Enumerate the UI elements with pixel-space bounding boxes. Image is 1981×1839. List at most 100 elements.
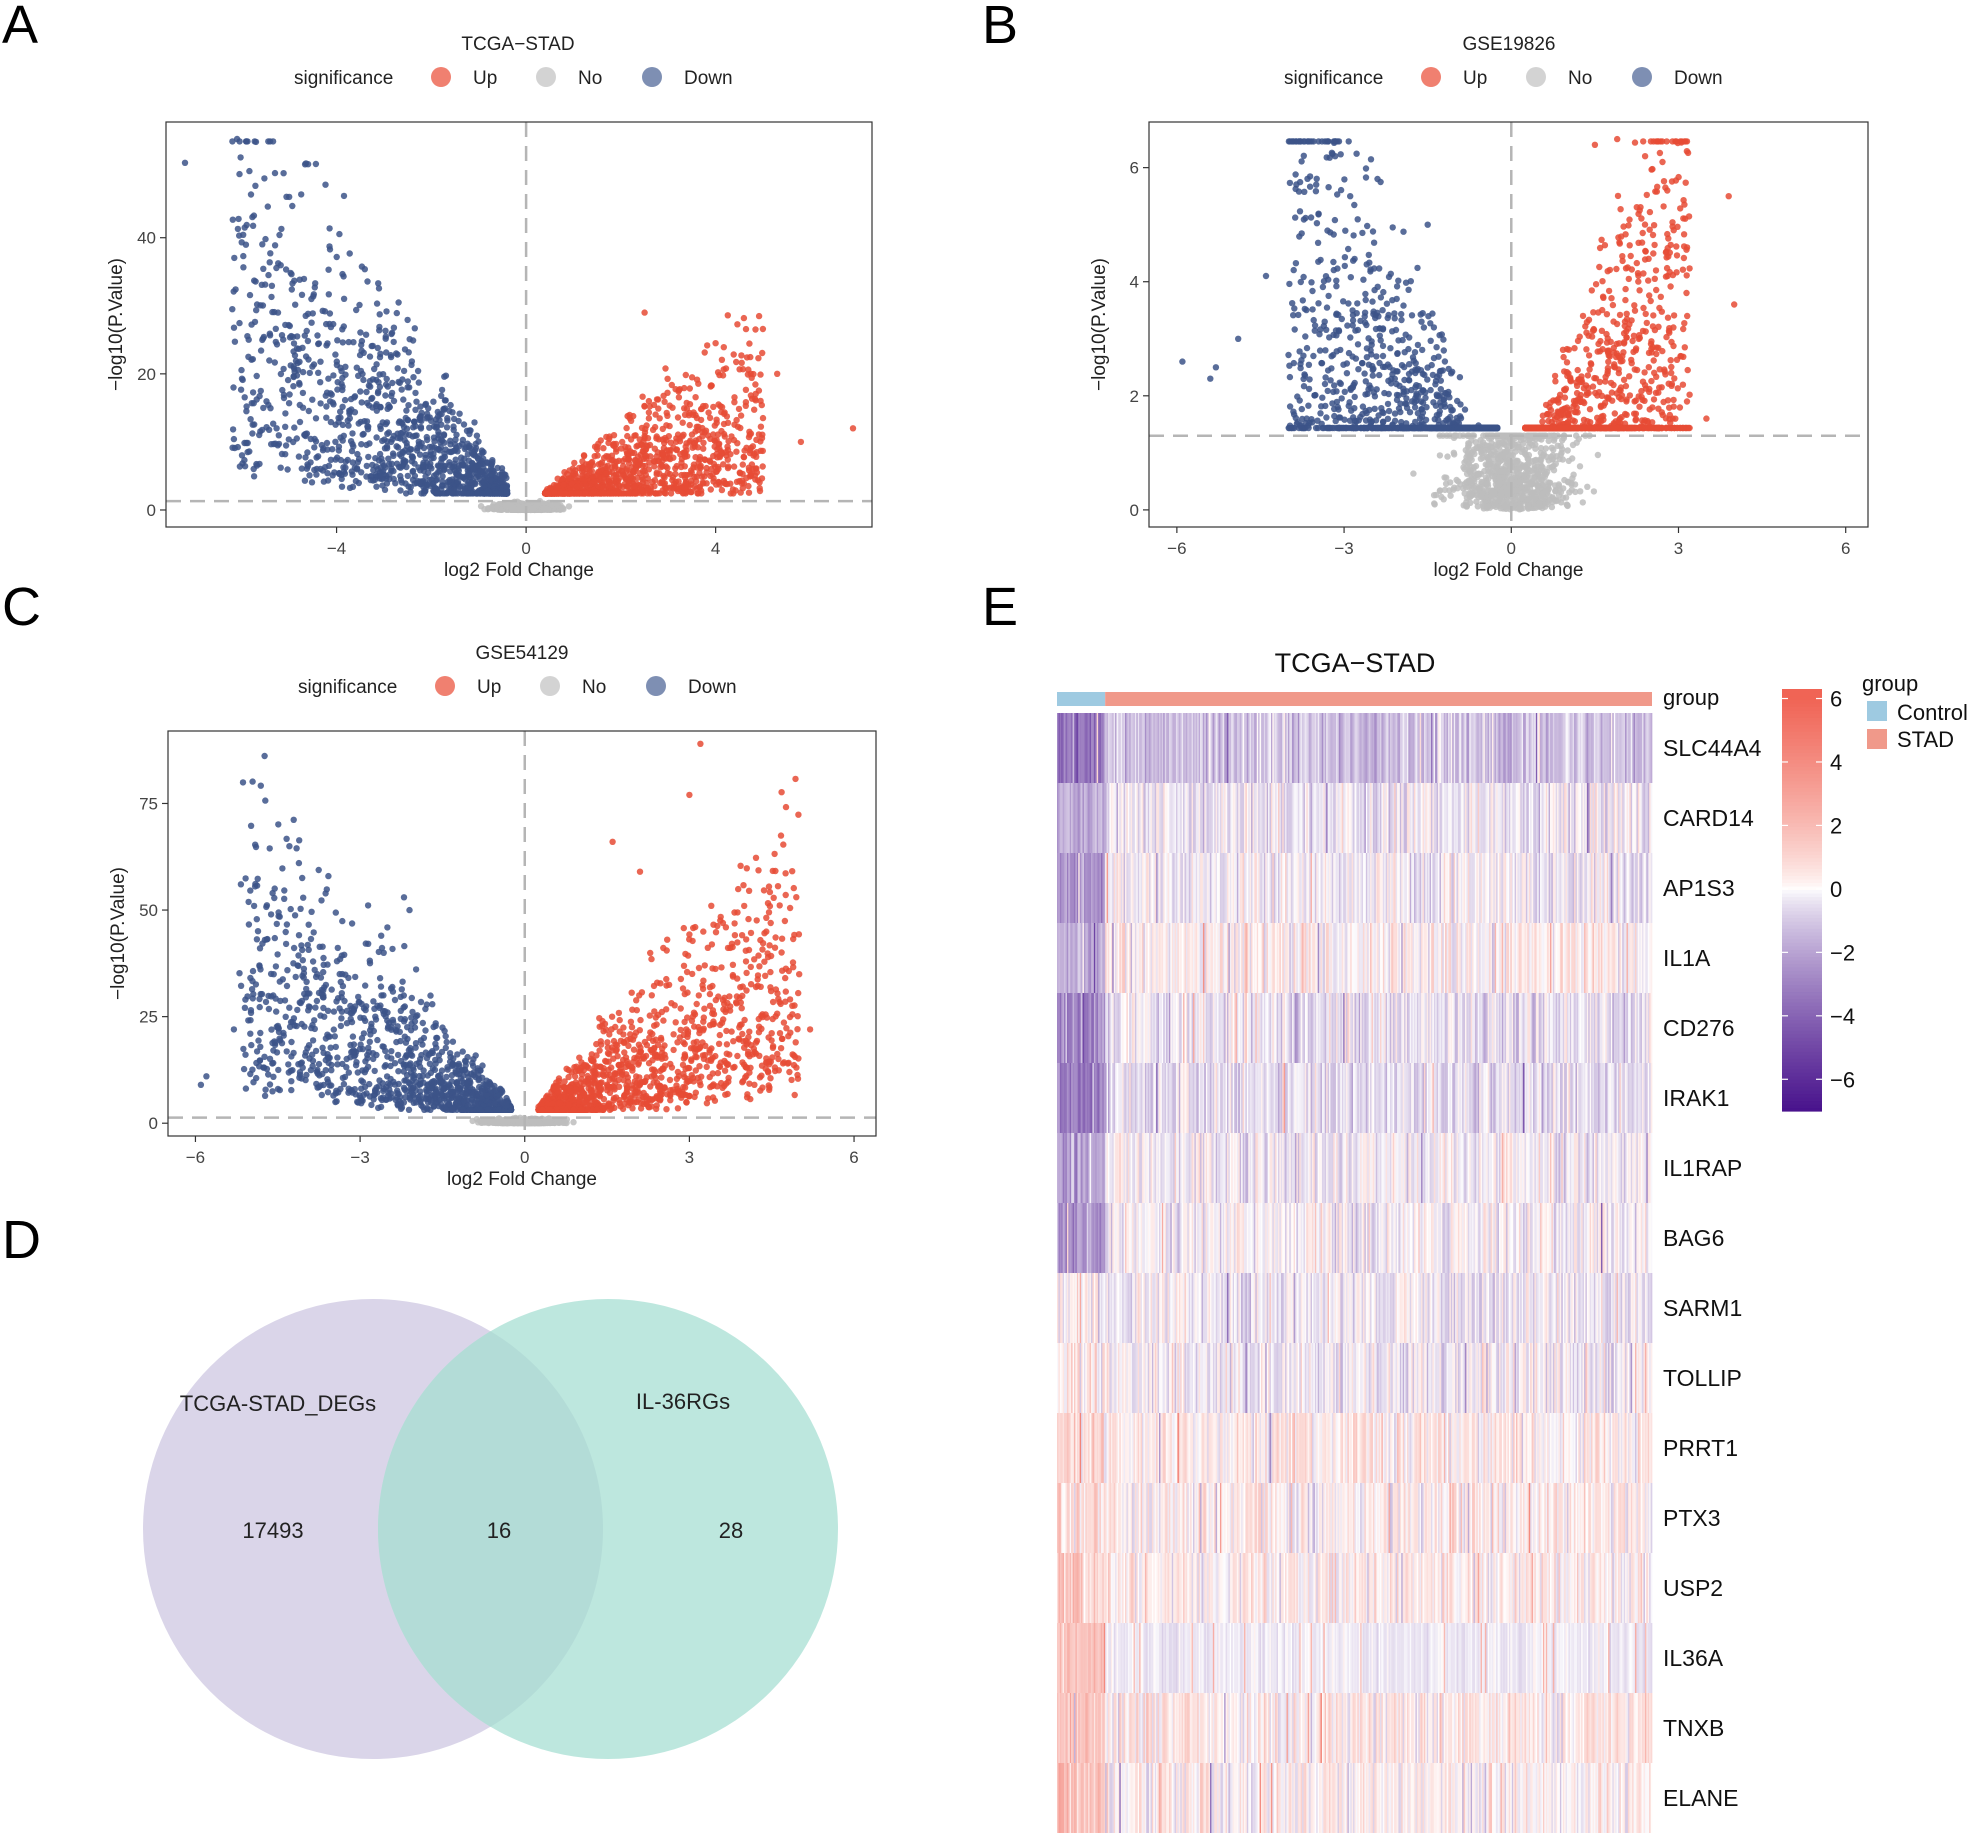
chart-a-point-down (250, 473, 258, 480)
chart-a-point-up (593, 471, 600, 479)
chart-a-point-up (600, 490, 607, 497)
chart-b-point-down (1354, 341, 1362, 348)
chart-b-point-down (1351, 393, 1358, 401)
chart-b-point-no (1523, 461, 1531, 468)
chart-b-point-no (1501, 502, 1509, 510)
chart-a-point-down (466, 442, 473, 449)
chart-a-point-up (712, 340, 719, 347)
chart-a-point-up (757, 423, 765, 430)
chart-a-point-down (317, 400, 324, 407)
chart-a-point-down (449, 409, 456, 416)
chart-b-point-no (1459, 485, 1467, 492)
chart-a-point-up (656, 415, 663, 422)
chart-b-point-down (1371, 405, 1378, 412)
chart-a-point-down (271, 308, 278, 316)
chart-a-point-down (349, 483, 357, 490)
chart-b-point-no (1548, 444, 1556, 451)
chart-a-point-up (758, 401, 765, 409)
chart-a-legend-label-down: Down (684, 68, 733, 89)
chart-a-point-up (688, 374, 696, 381)
chart-a-point-no (518, 505, 525, 512)
chart-a-point-up (638, 486, 645, 494)
chart-b-point-no (1479, 439, 1487, 446)
chart-a-point-down (257, 387, 264, 395)
chart-a-point-down (376, 450, 384, 458)
chart-a-point-up (565, 475, 572, 482)
chart-a-point-down (260, 404, 267, 412)
chart-a-point-up (755, 355, 762, 362)
chart-b-point-no (1542, 445, 1550, 452)
chart-a-x-tick-label: −4 (327, 539, 346, 558)
chart-a-point-down (339, 374, 346, 382)
chart-a-x-axis-label: log2 Fold Change (444, 560, 594, 581)
chart-a-point-down (181, 159, 189, 166)
chart-a-point-down (484, 487, 491, 495)
chart-a-point-up (675, 394, 683, 401)
chart-a-point-down (282, 321, 289, 329)
chart-a-point-down (278, 332, 286, 339)
chart-a-point-down (466, 427, 473, 434)
chart-a-point-up (661, 398, 668, 405)
chart-a-point-up (738, 352, 745, 359)
chart-a-point-down (383, 445, 391, 452)
chart-b-point-down (1346, 399, 1353, 406)
chart-a-point-up (718, 486, 726, 494)
chart-a-point-down (369, 342, 376, 350)
chart-a-point-down (306, 369, 313, 377)
chart-a-point-up (742, 325, 750, 333)
chart-a-point-down (396, 379, 403, 387)
chart-a-point-down (438, 386, 446, 394)
chart-b-point-down (1337, 151, 1344, 158)
chart-b-point-down (1359, 229, 1366, 237)
chart-b-point-down (1414, 341, 1422, 349)
chart-a-point-down (282, 442, 290, 449)
chart-a-point-up (679, 433, 686, 440)
chart-a-point-no (485, 505, 492, 512)
chart-a-point-down (403, 439, 410, 447)
chart-a-point-down (373, 483, 380, 490)
chart-b-point-no (1496, 439, 1503, 447)
chart-a-y-tick-label: 40 (137, 229, 156, 248)
chart-a-point-down (240, 231, 247, 238)
chart-b-point-down (1314, 239, 1322, 246)
chart-a-point-down (246, 291, 254, 299)
chart-b-point-no (1471, 472, 1478, 480)
chart-b-point-no (1467, 463, 1474, 470)
chart-a-point-down (341, 396, 349, 404)
chart-b-point-no (1436, 452, 1444, 459)
chart-a-point-up (590, 478, 598, 485)
chart-b-point-no (1590, 488, 1598, 495)
chart-b-point-no (1485, 460, 1493, 467)
chart-a-point-down (246, 167, 253, 175)
chart-a-y-axis-label: −log10(P.Value) (106, 258, 127, 391)
chart-a-point-down (459, 436, 467, 444)
chart-a-point-down (446, 476, 453, 484)
chart-a-point-up (583, 470, 591, 477)
chart-b-point-down (1317, 410, 1324, 417)
chart-a-point-down (319, 307, 326, 314)
panel-letter-e: E (982, 577, 1018, 637)
chart-a-point-down (348, 447, 356, 455)
chart-a-point-down (302, 353, 310, 360)
chart-a-point-down (369, 394, 376, 402)
chart-b-point-no (1515, 471, 1522, 478)
chart-a-point-down (420, 444, 428, 452)
chart-a-point-up (709, 471, 716, 478)
chart-a-point-up (575, 490, 582, 497)
chart-b-point-no (1550, 467, 1558, 474)
chart-a-point-up (707, 382, 715, 389)
chart-b-point-no (1584, 483, 1591, 490)
chart-b-point-no (1516, 478, 1524, 486)
chart-b-point-down (1309, 306, 1316, 313)
chart-a-point-down (434, 462, 442, 469)
chart-b-legend-label-no: No (1568, 68, 1592, 89)
chart-a-point-down (458, 454, 465, 461)
chart-b-point-down (1301, 305, 1309, 313)
chart-a-point-down (285, 400, 293, 407)
chart-a-point-up (748, 461, 756, 468)
chart-a-point-down (397, 487, 404, 494)
chart-a-point-no (553, 501, 560, 509)
chart-a-point-down (349, 471, 356, 478)
chart-a-point-up (661, 434, 669, 442)
